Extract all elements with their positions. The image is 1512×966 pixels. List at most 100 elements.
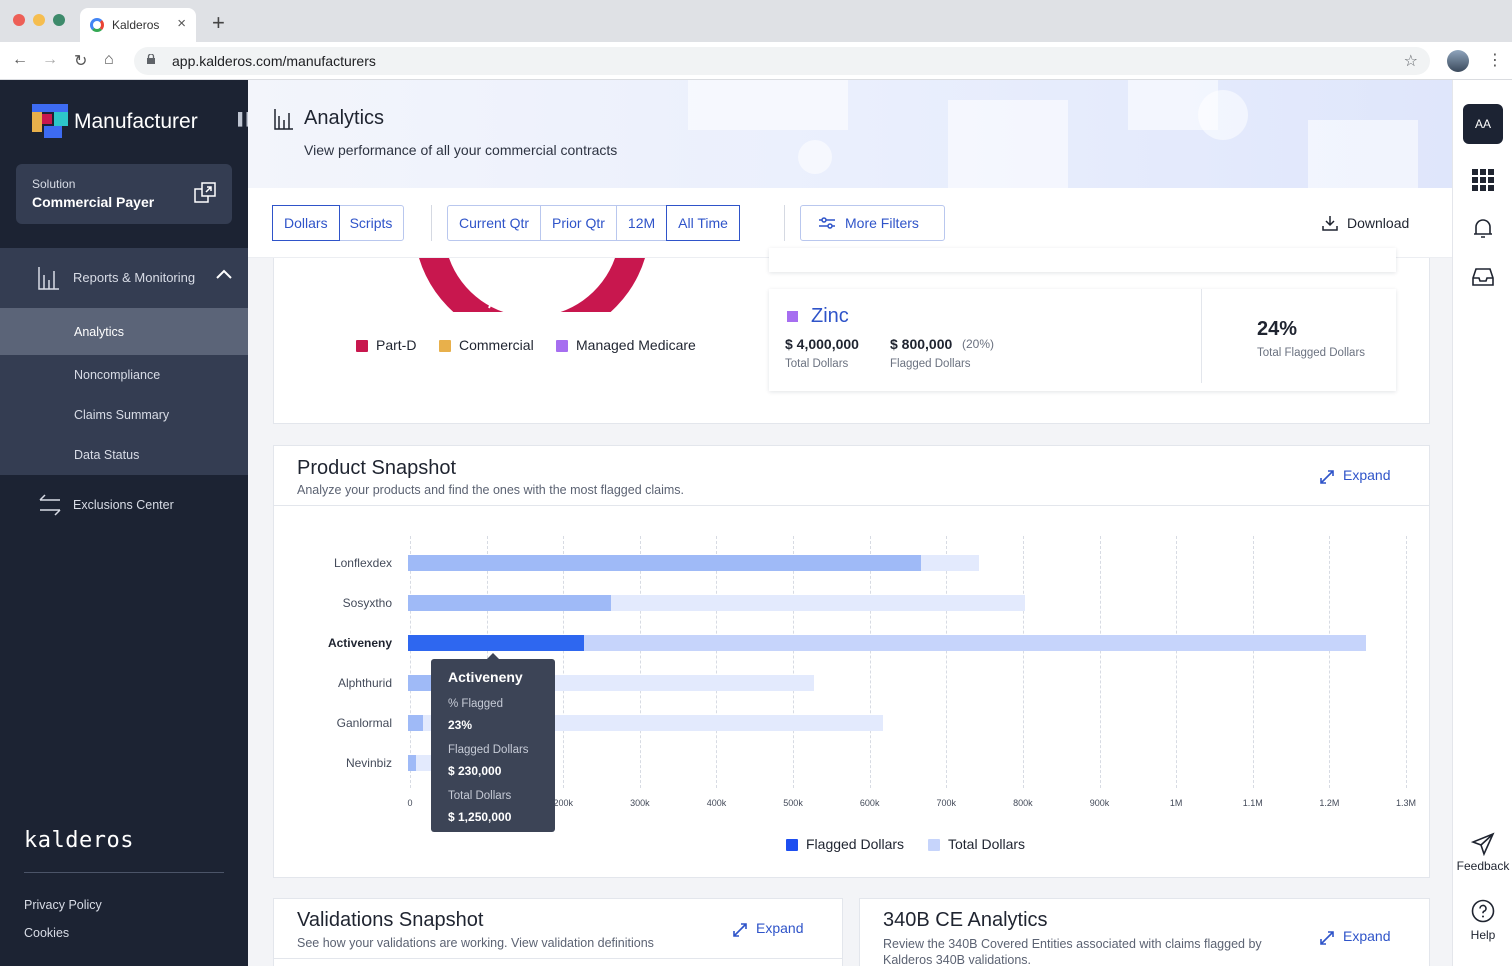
help-icon[interactable] [1471,899,1495,923]
validations-snapshot-title: Validations Snapshot [297,909,484,931]
forward-icon[interactable]: → [42,51,58,68]
scripts-button[interactable]: Scripts [349,215,393,231]
x-tick-label: 800k [1013,798,1033,808]
chart-gridline [1022,536,1024,788]
lock-icon [147,54,155,64]
url-bar[interactable]: app.kalderos.com/manufacturers ☆ [134,47,1430,75]
card-divider [274,958,842,959]
sidebar-item-data-status[interactable]: Data Status [0,435,248,475]
close-tab-icon[interactable]: × [177,15,186,32]
sidebar-item-noncompliance[interactable]: Noncompliance [0,355,248,395]
tooltip-arrow [487,653,499,659]
12m-button[interactable]: 12M [617,206,668,240]
sidebar: Manufacturer ▌▌ Solution Commercial Paye… [0,80,255,966]
solution-value: Commercial Payer [32,194,155,210]
sidebar-item-claims-summary[interactable]: Claims Summary [0,395,248,435]
current-qtr-button[interactable]: Current Qtr [448,206,542,240]
zinc-title[interactable]: Zinc [811,305,849,327]
more-filters-button[interactable]: More Filters [800,205,945,241]
product-snapshot-title: Product Snapshot [297,457,456,479]
download-label: Download [1347,215,1410,231]
header-decoration [688,80,848,130]
zinc-flagged-dollars: $ 800,000 [890,336,953,352]
sidebar-item-label: Noncompliance [74,368,161,382]
minimize-window-button[interactable] [33,14,45,26]
zinc-contract-card: Zinc $ 4,000,000 Total Dollars $ 800,000… [769,289,1396,391]
bar-chart-icon [38,267,59,290]
back-icon[interactable]: ← [12,51,28,68]
new-tab-icon[interactable]: + [212,10,225,35]
zinc-flagged-pct: (20%) [962,337,995,351]
analytics-icon [274,109,293,130]
flagged-dollars-bar[interactable] [408,635,585,651]
close-window-button[interactable] [13,14,25,26]
all-time-button[interactable]: All Time [666,205,740,241]
chevron-up-icon [216,269,232,279]
chart-gridline [793,536,795,788]
page-title: Analytics [304,107,385,129]
dollars-button[interactable]: Dollars [272,205,340,241]
privacy-policy-link[interactable]: Privacy Policy [24,898,102,912]
flagged-dollars-bar[interactable] [408,675,431,691]
chart-gridline [869,536,871,788]
chart-gridline [1176,536,1178,788]
sidebar-item-analytics[interactable]: Analytics [0,308,248,355]
flagged-dollars-bar[interactable] [408,595,612,611]
x-tick-label: 200k [553,798,573,808]
legend-label: Flagged Dollars [806,836,905,852]
zinc-divider [1201,289,1202,383]
prior-qtr-button[interactable]: Prior Qtr [541,206,617,240]
google-icon [90,18,104,32]
sidebar-divider [24,872,224,873]
tooltip-total-label: Total Dollars [448,790,512,802]
total-dollars-bar[interactable] [408,635,1366,651]
manufacturer-logo-icon [32,104,68,140]
home-icon[interactable]: ⌂ [104,51,114,68]
sidebar-item-exclusions-center[interactable]: Exclusions Center [0,485,248,525]
measure-toggle: Dollars Scripts [272,205,405,241]
browser-profile-avatar[interactable] [1447,50,1469,72]
zinc-total-label: Total Dollars [785,358,849,370]
y-category-label: Sosyxtho [342,596,392,610]
bell-icon[interactable] [1471,216,1495,240]
reload-icon[interactable]: ↻ [74,53,88,70]
reports-monitoring-toggle[interactable]: Reports & Monitoring [0,248,248,308]
help-label[interactable]: Help [1470,928,1496,942]
legend-label: Managed Medicare [576,337,696,353]
send-feedback-icon[interactable] [1471,832,1495,856]
expand-label: Expand [1343,467,1391,483]
bookmark-star-icon[interactable]: ☆ [1403,53,1418,70]
switch-icon [194,182,216,203]
page-subtitle: View performance of all your commercial … [304,142,618,158]
solution-switcher[interactable]: Solution Commercial Payer [16,164,232,224]
flagged-dollars-bar[interactable] [408,755,416,771]
y-category-label: Nevinbiz [345,756,392,770]
right-rail: AA Feedback Help [1452,80,1512,966]
chart-gridline [1252,536,1254,788]
feedback-label[interactable]: Feedback [1456,859,1510,873]
tooltip-total-value: $ 1,250,000 [448,810,512,824]
tooltip-flagged-value: $ 230,000 [448,764,502,778]
x-tick-label: 1M [1169,798,1183,808]
card-divider [274,505,1429,506]
x-tick-label: 600k [859,798,880,808]
total-flagged-label: Total Flagged Dollars [1257,347,1366,359]
sidebar-item-label: Analytics [74,325,125,339]
flagged-dollars-bar[interactable] [408,715,424,731]
browser-tab[interactable]: Kalderos × [80,8,196,42]
user-avatar[interactable]: AA [1463,104,1503,144]
flagged-dollars-bar[interactable] [408,555,922,571]
url-text: app.kalderos.com/manufacturers [172,53,376,69]
tooltip-flagged-label: Flagged Dollars [448,744,529,756]
page-header: Analytics View performance of all your c… [248,80,1452,188]
header-decoration [1198,90,1248,140]
ce-analytics-title: 340B CE Analytics [883,909,1048,931]
apps-grid-icon[interactable] [1471,168,1495,192]
browser-menu-icon[interactable]: ⋮ [1487,52,1503,69]
more-filters-label: More Filters [845,215,919,231]
cookies-link[interactable]: Cookies [24,926,70,940]
inbox-icon[interactable] [1471,265,1495,289]
reports-monitoring-group: Reports & Monitoring Analytics Noncompli… [0,248,248,475]
x-tick-label: 300k [630,798,650,808]
maximize-window-button[interactable] [53,14,65,26]
